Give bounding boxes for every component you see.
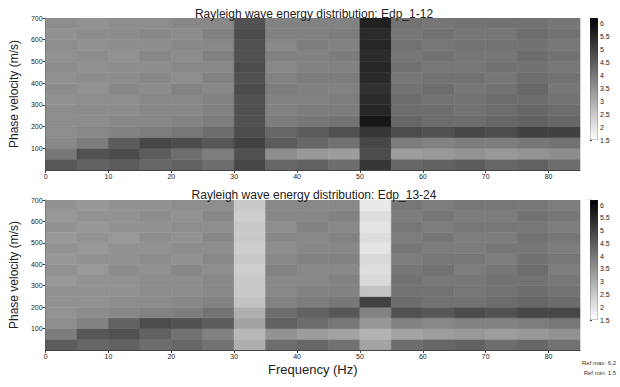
svg-text:700: 700 (31, 15, 43, 22)
svg-text:Phase velocity (m/s): Phase velocity (m/s) (7, 221, 21, 329)
svg-text:70: 70 (482, 173, 490, 180)
svg-text:400: 400 (31, 80, 43, 87)
svg-text:100: 100 (31, 325, 43, 332)
svg-text:200: 200 (31, 304, 43, 311)
svg-text:6: 6 (600, 202, 604, 209)
svg-text:3: 3 (600, 98, 604, 105)
svg-text:80: 80 (545, 173, 553, 180)
svg-text:500: 500 (31, 239, 43, 246)
svg-text:4: 4 (600, 253, 604, 260)
svg-text:20: 20 (167, 173, 175, 180)
svg-text:3: 3 (600, 278, 604, 285)
svg-text:5.5: 5.5 (600, 214, 610, 221)
svg-text:6: 6 (600, 20, 604, 27)
svg-text:4.5: 4.5 (600, 240, 610, 247)
svg-text:700: 700 (31, 197, 43, 204)
svg-text:2.5: 2.5 (600, 291, 610, 298)
svg-text:0: 0 (44, 353, 48, 360)
svg-text:10: 10 (105, 173, 113, 180)
svg-text:30: 30 (230, 353, 238, 360)
svg-text:3.5: 3.5 (600, 85, 610, 92)
svg-text:Ref min: 1.5: Ref min: 1.5 (584, 370, 617, 376)
svg-text:1.5: 1.5 (600, 137, 610, 144)
svg-text:60: 60 (419, 353, 427, 360)
svg-text:2: 2 (600, 124, 604, 131)
svg-text:20: 20 (167, 353, 175, 360)
svg-text:50: 50 (356, 353, 364, 360)
svg-text:5: 5 (600, 227, 604, 234)
svg-text:Phase velocity (m/s): Phase velocity (m/s) (7, 40, 21, 148)
svg-text:100: 100 (31, 145, 43, 152)
svg-text:0: 0 (44, 173, 48, 180)
svg-text:40: 40 (293, 173, 301, 180)
svg-text:Rayleigh wave energy distribut: Rayleigh wave energy distribution: Edp_1… (192, 188, 437, 202)
svg-text:3.5: 3.5 (600, 265, 610, 272)
svg-text:300: 300 (31, 101, 43, 108)
svg-text:80: 80 (545, 353, 553, 360)
svg-text:1.5: 1.5 (600, 317, 610, 324)
svg-text:Frequency (Hz): Frequency (Hz) (268, 362, 358, 377)
svg-text:4: 4 (600, 72, 604, 79)
svg-text:500: 500 (31, 58, 43, 65)
svg-text:70: 70 (482, 353, 490, 360)
svg-text:4.5: 4.5 (600, 59, 610, 66)
svg-text:600: 600 (31, 36, 43, 43)
svg-text:Ref max: 6.2: Ref max: 6.2 (582, 360, 617, 366)
svg-text:200: 200 (31, 123, 43, 130)
svg-text:Rayleigh wave energy distribut: Rayleigh wave energy distribution: Edp_1… (195, 7, 433, 21)
svg-text:2: 2 (600, 304, 604, 311)
svg-text:5: 5 (600, 46, 604, 53)
svg-text:40: 40 (293, 353, 301, 360)
svg-text:10: 10 (105, 353, 113, 360)
svg-text:60: 60 (419, 173, 427, 180)
svg-text:600: 600 (31, 218, 43, 225)
svg-text:30: 30 (230, 173, 238, 180)
svg-text:5.5: 5.5 (600, 33, 610, 40)
svg-text:2.5: 2.5 (600, 111, 610, 118)
svg-text:50: 50 (356, 173, 364, 180)
svg-text:300: 300 (31, 282, 43, 289)
svg-text:400: 400 (31, 261, 43, 268)
